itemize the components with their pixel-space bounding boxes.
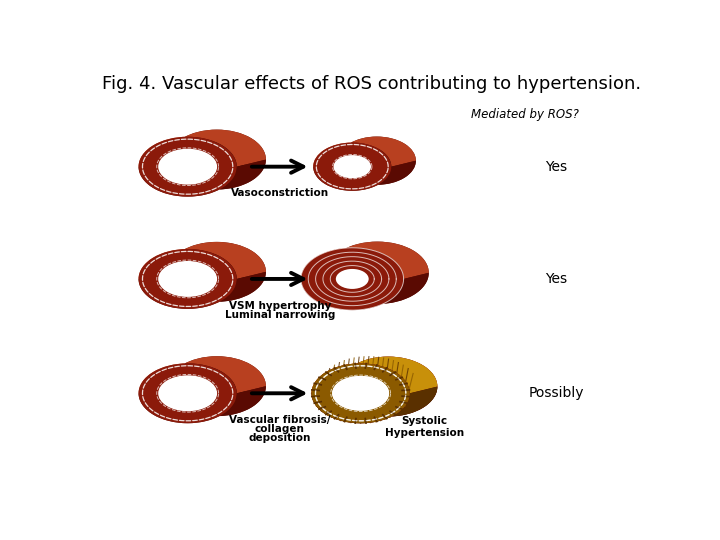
- Text: Vascular fibrosis/: Vascular fibrosis/: [229, 415, 330, 425]
- Ellipse shape: [333, 155, 371, 178]
- Ellipse shape: [187, 368, 246, 404]
- Ellipse shape: [187, 254, 246, 290]
- Text: deposition: deposition: [248, 433, 311, 443]
- Ellipse shape: [138, 137, 237, 197]
- Polygon shape: [312, 387, 437, 423]
- Ellipse shape: [313, 143, 392, 191]
- Polygon shape: [312, 356, 437, 393]
- Text: Luminal narrowing: Luminal narrowing: [225, 310, 335, 320]
- Ellipse shape: [187, 368, 246, 404]
- Text: Yes: Yes: [545, 272, 567, 286]
- Ellipse shape: [158, 261, 217, 297]
- Ellipse shape: [336, 269, 369, 289]
- Text: Possibly: Possibly: [528, 386, 584, 400]
- Text: VSM hypertrophy: VSM hypertrophy: [228, 301, 331, 310]
- Ellipse shape: [360, 369, 417, 404]
- Ellipse shape: [138, 363, 237, 423]
- Polygon shape: [138, 130, 266, 167]
- Ellipse shape: [138, 249, 237, 309]
- Ellipse shape: [361, 263, 394, 283]
- Ellipse shape: [361, 263, 394, 283]
- Text: Yes: Yes: [545, 160, 567, 174]
- Ellipse shape: [168, 242, 266, 302]
- Text: Systolic
Hypertension: Systolic Hypertension: [385, 416, 464, 438]
- Text: Mediated by ROS?: Mediated by ROS?: [472, 109, 579, 122]
- Polygon shape: [312, 387, 437, 423]
- Polygon shape: [313, 161, 416, 191]
- Ellipse shape: [339, 356, 437, 416]
- Polygon shape: [138, 356, 266, 393]
- Text: Fig. 4. Vascular effects of ROS contributing to hypertension.: Fig. 4. Vascular effects of ROS contribu…: [102, 75, 642, 93]
- Ellipse shape: [338, 137, 416, 185]
- Ellipse shape: [301, 248, 404, 310]
- Polygon shape: [301, 241, 429, 279]
- Ellipse shape: [187, 141, 246, 178]
- Ellipse shape: [326, 241, 429, 304]
- Ellipse shape: [168, 356, 266, 416]
- Ellipse shape: [158, 375, 217, 411]
- Ellipse shape: [360, 369, 417, 404]
- Polygon shape: [312, 356, 437, 393]
- Ellipse shape: [168, 130, 266, 190]
- Ellipse shape: [358, 149, 395, 172]
- Ellipse shape: [332, 376, 389, 410]
- Polygon shape: [138, 242, 266, 279]
- Polygon shape: [138, 159, 266, 197]
- Polygon shape: [138, 386, 266, 423]
- Polygon shape: [313, 137, 416, 167]
- Polygon shape: [301, 273, 429, 310]
- Ellipse shape: [332, 376, 389, 410]
- Text: Vasoconstriction: Vasoconstriction: [230, 188, 329, 198]
- Ellipse shape: [187, 254, 246, 290]
- Ellipse shape: [312, 363, 410, 423]
- Ellipse shape: [187, 141, 246, 178]
- Ellipse shape: [358, 149, 395, 172]
- Text: collagen: collagen: [255, 424, 305, 434]
- Ellipse shape: [312, 363, 410, 423]
- Ellipse shape: [158, 148, 217, 185]
- Polygon shape: [138, 272, 266, 309]
